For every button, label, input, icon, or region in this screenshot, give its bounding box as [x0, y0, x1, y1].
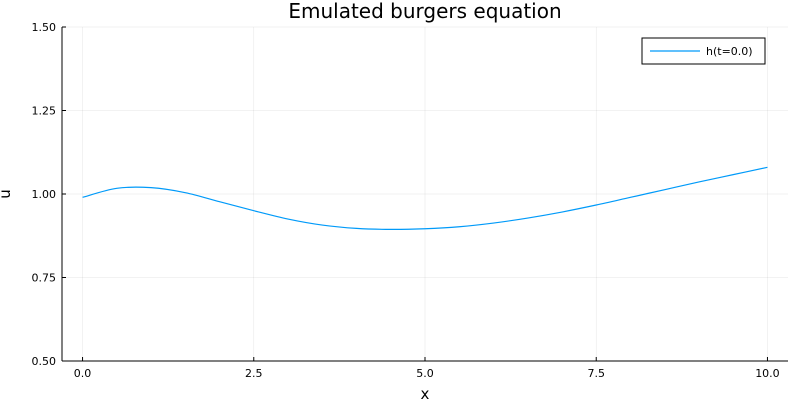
y-tick-label: 1.25: [32, 105, 57, 118]
x-tick-label: 0.0: [74, 367, 92, 380]
y-tick-label: 0.75: [32, 272, 57, 285]
chart-title: Emulated burgers equation: [288, 0, 561, 23]
x-tick-label: 7.5: [587, 367, 605, 380]
grid: [62, 26, 788, 362]
y-tick-label: 1.00: [32, 188, 57, 201]
series-lines: [82, 166, 768, 231]
x-tick-label: 10.0: [755, 367, 780, 380]
legend-label: h(t=0.0): [706, 45, 753, 58]
series-line-0: [82, 166, 768, 231]
x-tick-label: 2.5: [245, 367, 263, 380]
y-tick-label: 1.50: [32, 21, 57, 34]
tick-labels: 0.0 2.5 5.0 7.5 10.0 0.50 0.75 1.00 1.25 1.50: [32, 21, 780, 380]
x-tick-label: 5.0: [416, 367, 434, 380]
y-tick-label: 0.50: [32, 355, 57, 368]
y-axis-label: u: [0, 189, 14, 199]
legend: h(t=0.0): [641, 37, 766, 65]
x-axis-label: x: [421, 385, 430, 400]
